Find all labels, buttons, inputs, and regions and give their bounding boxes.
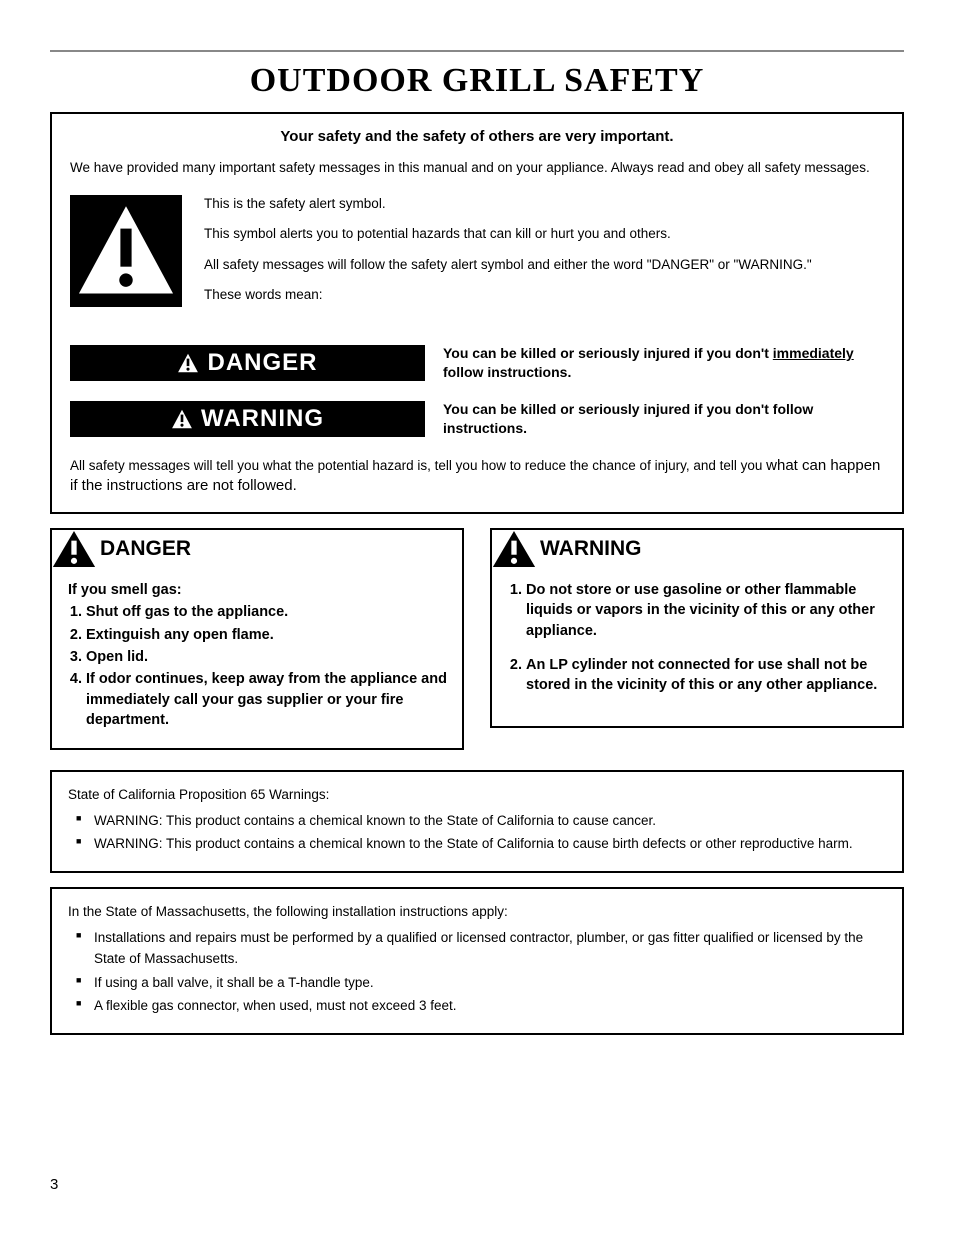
subheading: Your safety and the safety of others are…: [70, 128, 884, 145]
danger-desc-pre: You can be killed or seriously injured i…: [443, 345, 773, 361]
alert-symbol-row: This is the safety alert symbol. This sy…: [70, 195, 884, 316]
prop65-box: State of California Proposition 65 Warni…: [50, 770, 904, 873]
warning-label-text: WARNING: [201, 405, 324, 433]
danger-description: You can be killed or seriously injured i…: [443, 344, 884, 382]
danger-list: Shut off gas to the appliance. Extinguis…: [68, 602, 450, 730]
list-item: Extinguish any open flame.: [86, 625, 450, 645]
danger-box: DANGER If you smell gas: Shut off gas to…: [50, 528, 464, 750]
closing-paragraph: All safety messages will tell you what t…: [70, 456, 884, 497]
main-safety-box: Your safety and the safety of others are…: [50, 112, 904, 514]
alert-icon: [52, 530, 96, 568]
list-item: If odor continues, keep away from the ap…: [86, 669, 450, 730]
massachusetts-box: In the State of Massachusetts, the follo…: [50, 887, 904, 1035]
list-item: WARNING: This product contains a chemica…: [76, 810, 886, 832]
definitions-block: DANGER You can be killed or seriously in…: [70, 344, 884, 438]
alert-text-column: This is the safety alert symbol. This sy…: [204, 195, 812, 316]
prop65-list: WARNING: This product contains a chemica…: [68, 810, 886, 855]
alert-icon: [492, 530, 536, 568]
danger-label-text: DANGER: [207, 349, 317, 377]
danger-desc-post: follow instructions.: [443, 364, 571, 380]
warning-box-header: WARNING: [492, 530, 902, 568]
page-title: OUTDOOR GRILL SAFETY: [50, 62, 904, 100]
danger-lead: If you smell gas:: [68, 580, 450, 600]
closing-a: All safety messages will tell you what t…: [70, 458, 766, 473]
alert-icon: [177, 352, 199, 374]
alert-triangle-icon: [70, 195, 182, 307]
warning-definition-row: WARNING You can be killed or seriously i…: [70, 400, 884, 438]
alert-line-2: This symbol alerts you to potential haza…: [204, 225, 812, 243]
list-item: A flexible gas connector, when used, mus…: [76, 995, 886, 1017]
intro-paragraph: We have provided many important safety m…: [70, 159, 884, 177]
danger-desc-underline: immediately: [773, 345, 854, 361]
warning-description: You can be killed or seriously injured i…: [443, 400, 884, 438]
page-number: 3: [50, 1176, 58, 1193]
alert-icon: [171, 408, 193, 430]
warning-box-label: WARNING: [540, 537, 642, 561]
list-item: Shut off gas to the appliance.: [86, 602, 450, 622]
mass-heading: In the State of Massachusetts, the follo…: [68, 901, 886, 923]
danger-column: DANGER If you smell gas: Shut off gas to…: [50, 528, 464, 750]
alert-line-1: This is the safety alert symbol.: [204, 195, 812, 213]
danger-box-label: DANGER: [100, 537, 191, 561]
warning-list: Do not store or use gasoline or other fl…: [508, 580, 890, 695]
mass-list: Installations and repairs must be perfor…: [68, 927, 886, 1017]
prop65-heading: State of California Proposition 65 Warni…: [68, 784, 886, 806]
two-column-row: DANGER If you smell gas: Shut off gas to…: [50, 528, 904, 750]
warning-box-body: Do not store or use gasoline or other fl…: [504, 580, 890, 695]
warning-column: WARNING Do not store or use gasoline or …: [490, 528, 904, 750]
list-item: An LP cylinder not connected for use sha…: [526, 655, 890, 696]
top-rule: [50, 50, 904, 52]
danger-definition-row: DANGER You can be killed or seriously in…: [70, 344, 884, 382]
alert-line-4: These words mean:: [204, 286, 812, 304]
list-item: Open lid.: [86, 647, 450, 667]
list-item: Installations and repairs must be perfor…: [76, 927, 886, 970]
danger-box-header: DANGER: [52, 530, 462, 568]
list-item: WARNING: This product contains a chemica…: [76, 833, 886, 855]
alert-line-3: All safety messages will follow the safe…: [204, 256, 812, 274]
danger-box-body: If you smell gas: Shut off gas to the ap…: [64, 580, 450, 730]
list-item: If using a ball valve, it shall be a T-h…: [76, 972, 886, 994]
warning-box: WARNING Do not store or use gasoline or …: [490, 528, 904, 727]
danger-label: DANGER: [70, 345, 425, 381]
warning-label: WARNING: [70, 401, 425, 437]
list-item: Do not store or use gasoline or other fl…: [526, 580, 890, 641]
